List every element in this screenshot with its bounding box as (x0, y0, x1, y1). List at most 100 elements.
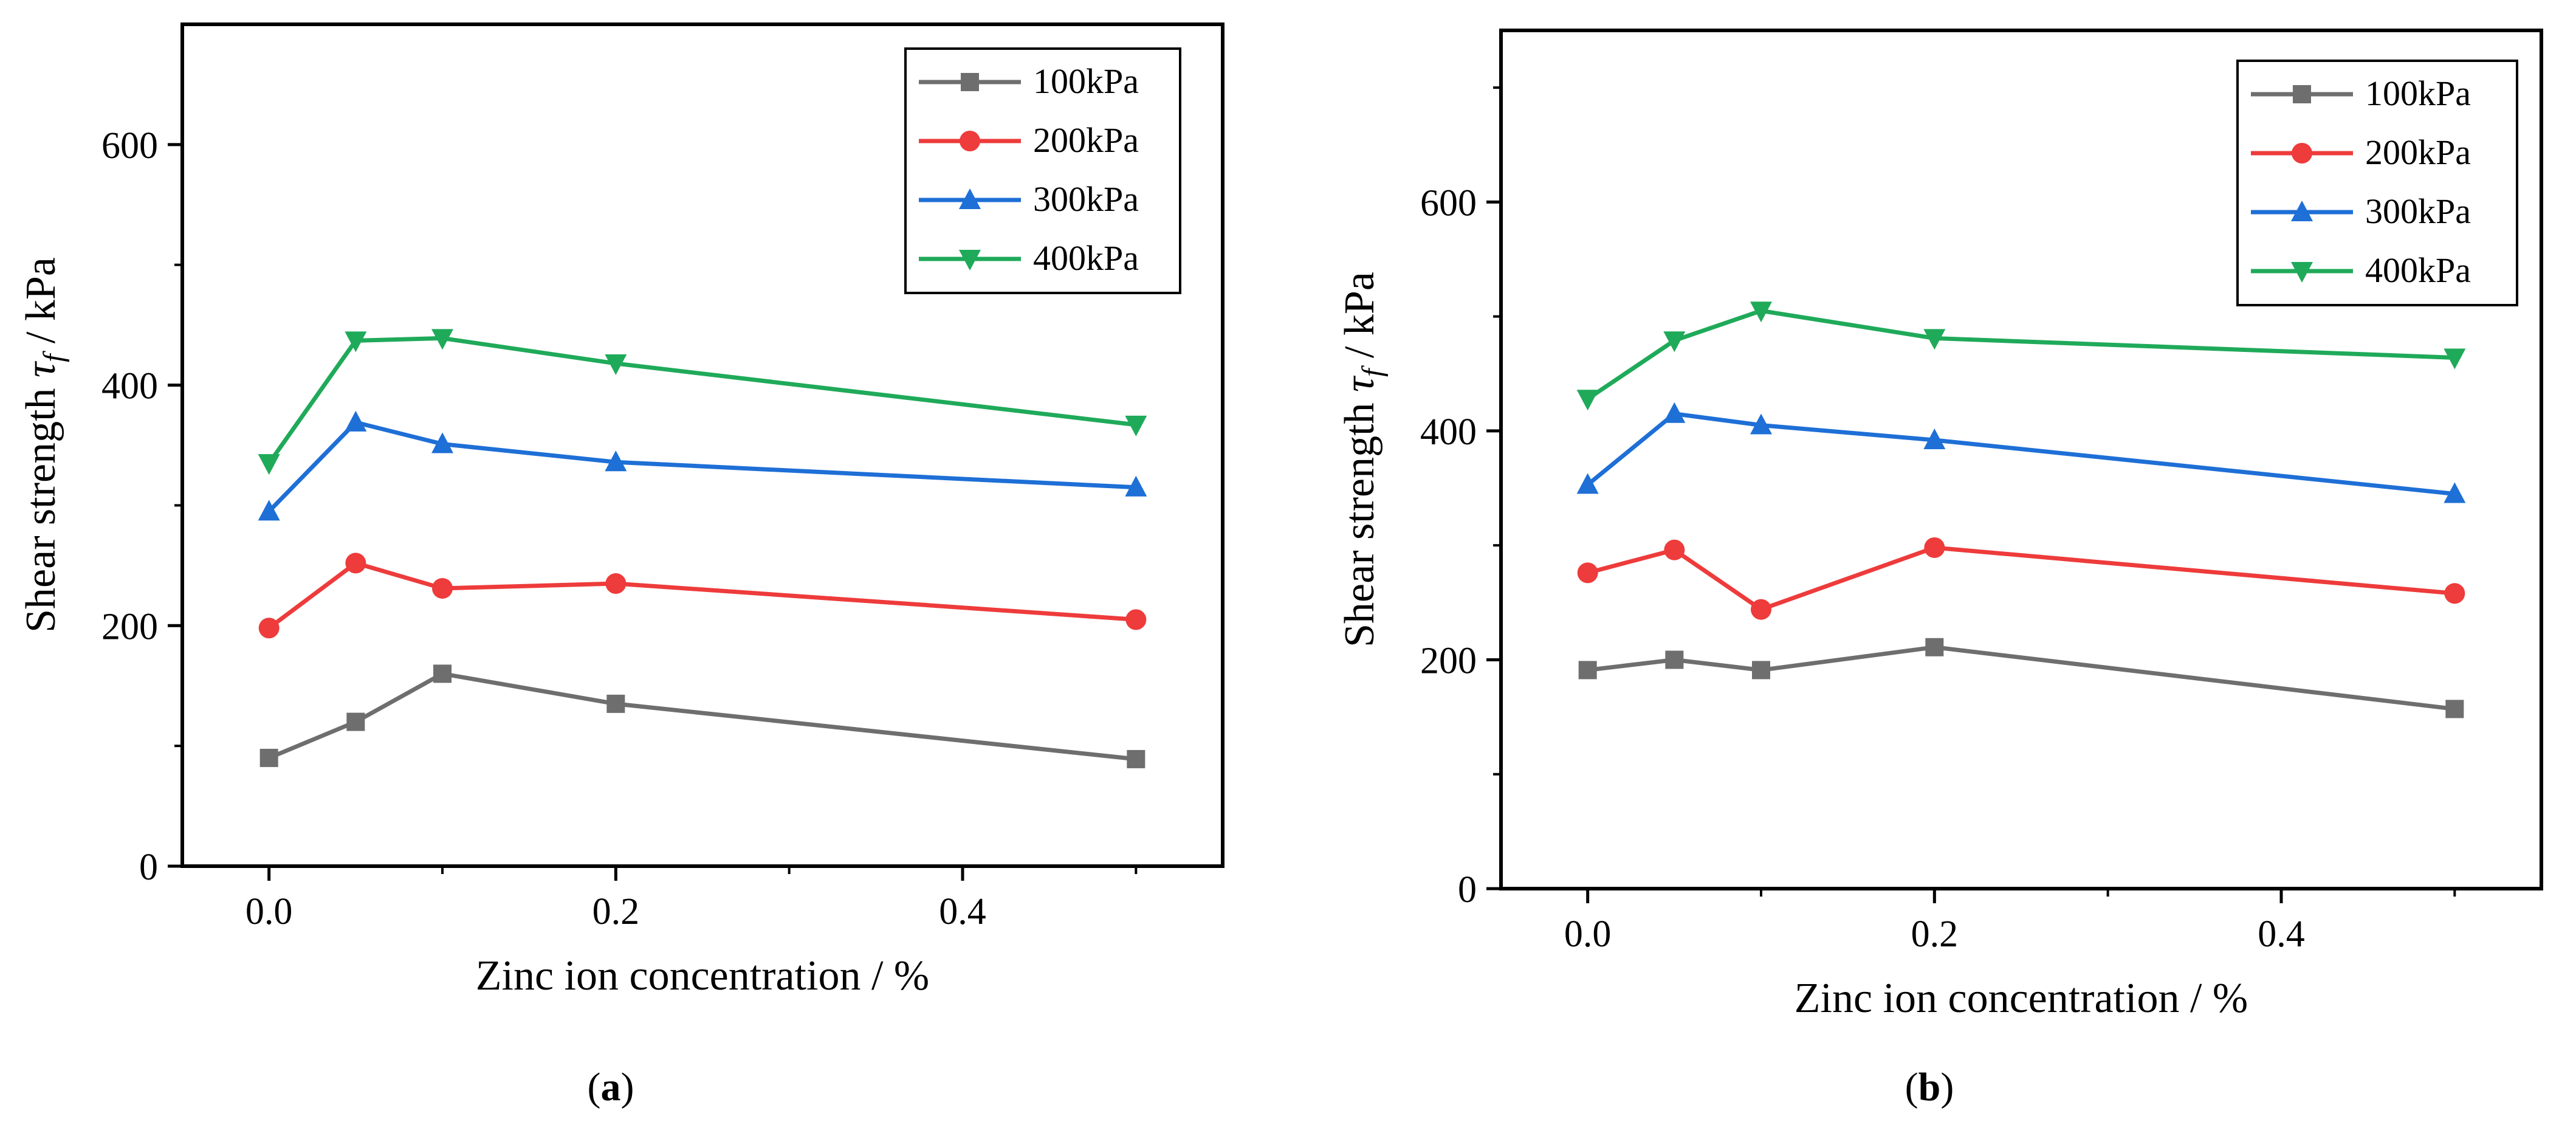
panel-b-plot-frame (1499, 29, 2543, 890)
panel-a-xtick-1: 0.2 (592, 891, 640, 932)
panel-b-xtick-2: 0.4 (2258, 914, 2305, 955)
panel-a-legend-label-2: 300kPa (1033, 179, 1139, 219)
panel-a-point-100kPa-3 (606, 694, 625, 713)
panel-a-point-200kPa-4 (1125, 609, 1147, 630)
panel-a-legend-label-3: 400kPa (1033, 238, 1139, 278)
panel-b: 0 200 400 600 0.0 0.2 0.4 Zinc ion conce… (1336, 29, 2543, 1109)
panel-b-caption: (b) (1905, 1065, 1954, 1109)
panel-b-caption-letter: b (1918, 1065, 1941, 1109)
panel-b-legend-label-3: 400kPa (2365, 250, 2471, 290)
panel-a-point-300kPa-1 (345, 410, 367, 432)
panel-b-point-400kPa-4 (2444, 348, 2466, 370)
panel-b-series-line-300kPa (1586, 412, 2455, 496)
panel-b-ytick-1: 200 (1420, 640, 1477, 681)
panel-b-point-300kPa-1 (1663, 402, 1686, 423)
panel-a-point-200kPa-0 (258, 618, 280, 639)
panel-b-legend-marker-200kPa (2292, 143, 2312, 164)
panel-a-series-line-200kPa (267, 560, 1136, 630)
panel-a-caption: (a) (588, 1065, 634, 1109)
panel-a-legend-label-1: 200kPa (1033, 120, 1139, 160)
panel-a-point-400kPa-2 (431, 329, 453, 350)
panel-a-point-200kPa-3 (605, 573, 627, 594)
panel-b-ytick-0: 0 (1458, 869, 1477, 911)
panel-a-legend-label-0: 100kPa (1033, 61, 1139, 101)
panel-b-legend: 100kPa 200kPa 300kPa 400kPa (2236, 60, 2518, 306)
panel-b-ytick-3: 600 (1420, 182, 1477, 224)
panel-b-point-400kPa-1 (1663, 331, 1686, 353)
panel-a-plot-frame (180, 22, 1224, 868)
panel-b-legend-marker-400kPa (2291, 262, 2313, 283)
panel-a-legend-marker-200kPa (960, 131, 980, 151)
panel-b-legend-marker-300kPa (2291, 201, 2313, 221)
panel-a-legend-marker-100kPa (961, 73, 979, 91)
panel-a-ytick-2: 400 (101, 366, 158, 407)
panel-a-point-100kPa-0 (259, 748, 278, 767)
panel-b-series-line-200kPa (1587, 545, 2455, 612)
panel-b-ylabel: Shear strength τf / kPa (1336, 272, 1389, 647)
panel-b-point-200kPa-1 (1664, 539, 1685, 560)
panel-b-legend-box (2236, 60, 2518, 306)
panel-a-point-300kPa-4 (1125, 475, 1147, 497)
panel-b-point-300kPa-2 (1750, 413, 1772, 435)
panel-b-point-400kPa-0 (1576, 390, 1599, 411)
panel-b-series-line-100kPa (1587, 645, 2455, 711)
panel-b-legend-label-0: 100kPa (2365, 74, 2471, 113)
panel-b-xtick-1: 0.2 (1911, 914, 1959, 955)
panel-a-xtick-0: 0.0 (246, 891, 293, 932)
panel-a-point-200kPa-2 (432, 577, 453, 599)
panel-a-point-400kPa-0 (258, 454, 280, 475)
panel-a-point-300kPa-2 (431, 432, 453, 453)
panel-b-legend-label-1: 200kPa (2365, 133, 2471, 172)
panel-b-point-300kPa-4 (2444, 482, 2466, 503)
panel-a-point-300kPa-3 (605, 450, 627, 472)
panel-b-ylabel-suffix: / kPa (1336, 272, 1383, 368)
panel-a-series-line-400kPa (267, 336, 1136, 465)
panel-b-xlabel: Zinc ion concentration / % (1795, 975, 2248, 1022)
panel-b-point-200kPa-2 (1751, 599, 1771, 620)
panel-b-point-200kPa-3 (1924, 537, 1945, 558)
panel-a-legend-marker-400kPa (959, 250, 981, 270)
panel-a-ytick-0: 0 (139, 847, 158, 888)
panel-b-legend-marker-100kPa (2293, 85, 2311, 103)
panel-b-point-400kPa-3 (1923, 329, 1946, 350)
panel-a-point-400kPa-4 (1125, 415, 1147, 436)
panel-a: 0 200 400 600 0.0 0.2 0.4 Zinc ion conce… (18, 22, 1224, 1109)
panel-b-point-200kPa-0 (1577, 562, 1598, 584)
panel-a-point-100kPa-1 (346, 712, 365, 731)
panel-a-point-400kPa-1 (345, 331, 367, 353)
panel-a-legend-box (904, 47, 1181, 294)
panel-a-ylabel-suffix: / kPa (18, 257, 64, 354)
panel-a-point-400kPa-3 (605, 354, 627, 375)
panel-b-point-300kPa-3 (1923, 428, 1946, 449)
panel-b-ylabel-prefix: Shear strength (1336, 392, 1383, 647)
panel-a-series-line-300kPa (267, 420, 1136, 513)
panel-a-legend: 100kPa 200kPa 300kPa 400kPa (904, 47, 1181, 294)
panel-a-ytick-3: 600 (101, 125, 158, 167)
panel-b-point-200kPa-4 (2444, 583, 2465, 604)
panel-b-point-100kPa-0 (1578, 661, 1597, 680)
panel-b-legend-label-2: 300kPa (2365, 191, 2471, 231)
panel-b-point-100kPa-2 (1752, 661, 1770, 680)
panel-a-xlabel: Zinc ion concentration / % (476, 952, 929, 999)
panel-a-ylabel: Shear strength τf / kPa (18, 257, 70, 633)
panel-b-point-400kPa-2 (1750, 301, 1772, 323)
panel-b-xtick-0: 0.0 (1564, 914, 1612, 955)
panel-b-ylabel-tau: τ (1336, 375, 1383, 392)
panel-a-series-line-100kPa (268, 671, 1136, 762)
panel-a-xtick-2: 0.4 (939, 891, 986, 932)
panel-b-series (1576, 301, 2466, 718)
panel-b-point-300kPa-0 (1576, 473, 1599, 494)
panel-a-point-300kPa-0 (258, 500, 280, 521)
panel-b-ytick-2: 400 (1420, 412, 1477, 453)
panel-a-ylabel-tau: τ (18, 360, 64, 377)
panel-b-point-100kPa-4 (2445, 700, 2464, 718)
panel-a-series (258, 329, 1147, 768)
panel-a-point-100kPa-2 (433, 664, 452, 683)
panel-b-ticks (1486, 86, 2456, 903)
panel-a-point-200kPa-1 (345, 553, 366, 574)
panel-a-ytick-1: 200 (101, 606, 158, 647)
panel-b-point-100kPa-3 (1925, 638, 1944, 656)
panel-a-point-100kPa-4 (1127, 749, 1145, 768)
panel-b-point-100kPa-1 (1665, 650, 1684, 669)
